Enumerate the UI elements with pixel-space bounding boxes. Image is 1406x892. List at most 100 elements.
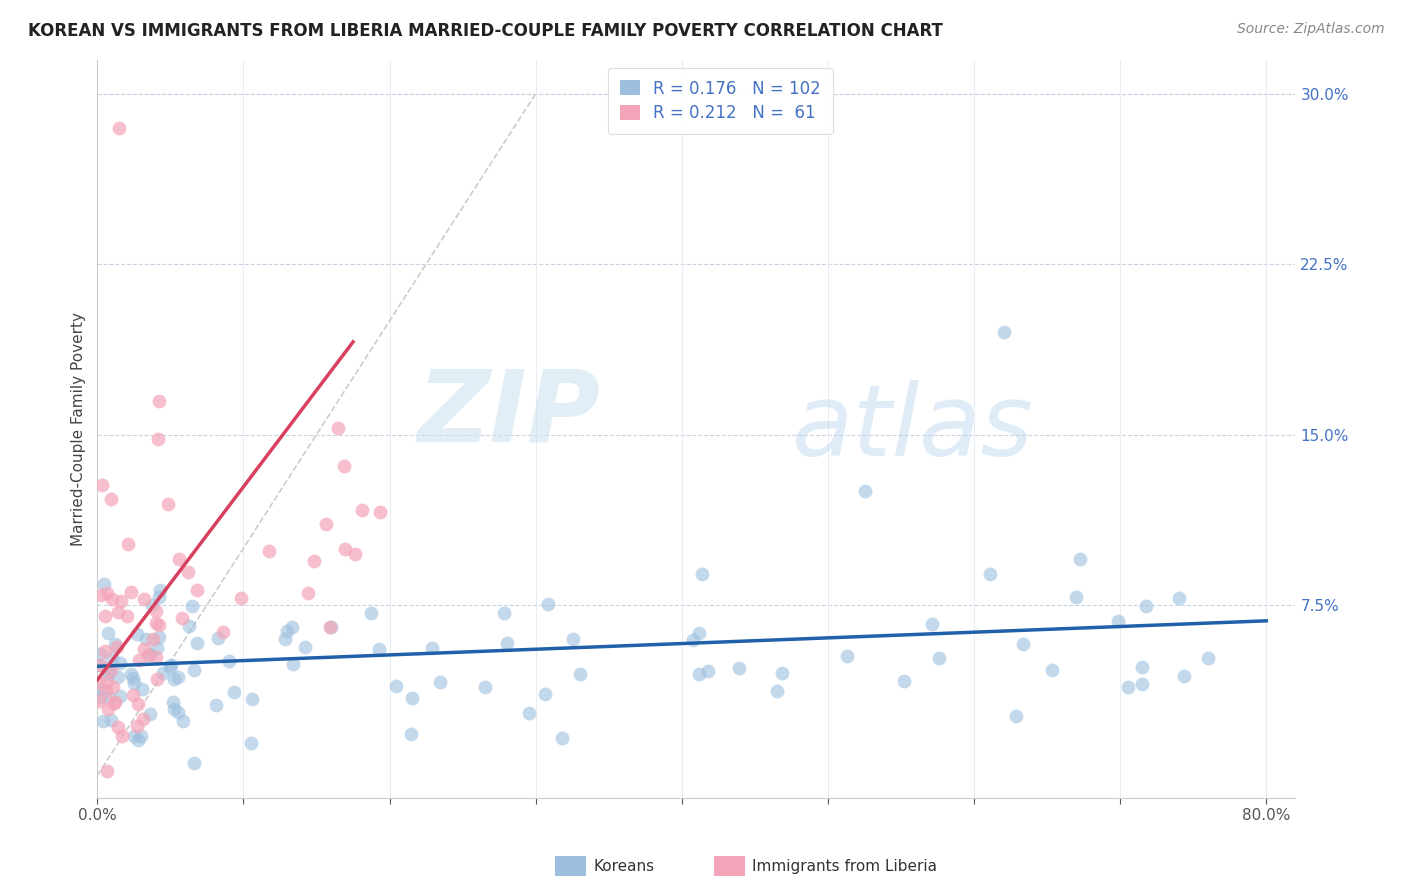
Point (177, 565, 200, 579)
Point (315, 516, 337, 531)
Point (96, 586, 118, 600)
Point (368, 641, 391, 656)
Point (87, 694, 110, 708)
Point (333, 459, 356, 474)
Point (131, 682, 153, 697)
Point (319, 620, 342, 634)
Point (180, 599, 202, 614)
Point (159, 660, 181, 674)
Point (125, 627, 148, 641)
Point (517, 706, 540, 720)
Point (132, 591, 155, 606)
Text: ZIP: ZIP (418, 366, 600, 463)
Point (536, 597, 558, 611)
Point (89, 657, 111, 672)
Point (160, 658, 183, 673)
Point (166, 670, 188, 684)
Point (259, 544, 281, 558)
Point (148, 630, 170, 644)
Point (294, 640, 316, 655)
Point (91, 714, 114, 728)
Point (122, 688, 145, 702)
Point (104, 637, 127, 651)
Point (152, 666, 174, 681)
Point (921, 617, 943, 632)
Point (90, 588, 112, 602)
Point (94, 683, 117, 698)
Text: KOREAN VS IMMIGRANTS FROM LIBERIA MARRIED-COUPLE FAMILY POVERTY CORRELATION CHAR: KOREAN VS IMMIGRANTS FROM LIBERIA MARRIE… (28, 22, 943, 40)
Point (157, 497, 180, 511)
Point (107, 720, 129, 734)
Point (993, 325, 1015, 339)
Point (1005, 708, 1028, 723)
Point (132, 712, 155, 726)
Point (110, 594, 132, 608)
Point (105, 640, 128, 654)
Point (682, 633, 704, 648)
Point (1130, 677, 1153, 691)
Point (496, 636, 519, 650)
Point (765, 684, 787, 698)
Point (145, 604, 167, 618)
Point (125, 718, 148, 732)
Point (281, 620, 304, 634)
Point (728, 661, 751, 675)
Point (568, 667, 591, 681)
Point (91, 478, 114, 492)
Point (100, 663, 122, 677)
Point (162, 695, 184, 709)
Point (172, 714, 194, 728)
Point (368, 505, 391, 519)
Point (149, 582, 172, 597)
Text: Immigrants from Liberia: Immigrants from Liberia (752, 859, 938, 873)
Point (326, 421, 349, 435)
Point (111, 729, 134, 743)
Point (101, 680, 124, 694)
Point (205, 698, 228, 712)
Point (1135, 599, 1157, 613)
Point (107, 670, 129, 684)
Point (344, 547, 367, 561)
Point (163, 702, 186, 716)
Point (100, 713, 122, 727)
Point (1198, 651, 1220, 665)
Point (96, 675, 118, 690)
Text: Source: ZipAtlas.com: Source: ZipAtlas.com (1237, 22, 1385, 37)
Text: atlas: atlas (792, 380, 1033, 477)
Point (148, 590, 170, 604)
Point (276, 624, 298, 639)
Point (146, 640, 169, 655)
Point (132, 642, 155, 657)
Point (110, 689, 132, 703)
Point (139, 647, 162, 661)
Point (494, 607, 516, 621)
Point (224, 684, 246, 698)
Point (231, 591, 253, 605)
Point (89, 682, 111, 697)
Point (122, 676, 145, 690)
Point (139, 706, 162, 721)
Point (274, 632, 297, 646)
Point (688, 626, 710, 640)
Point (399, 727, 422, 741)
Point (89, 648, 111, 662)
Point (89, 658, 111, 673)
Point (103, 696, 125, 710)
Point (429, 675, 451, 690)
Point (696, 665, 718, 679)
Point (146, 672, 169, 686)
Point (100, 492, 122, 507)
Point (97, 625, 120, 640)
Point (101, 651, 124, 665)
Point (1118, 680, 1140, 694)
Point (93, 577, 115, 591)
Point (167, 552, 190, 566)
Point (770, 666, 793, 681)
Point (87, 676, 110, 690)
Point (127, 697, 149, 711)
Point (128, 653, 150, 667)
Point (172, 611, 194, 625)
Point (281, 657, 304, 671)
Point (1167, 591, 1189, 605)
Point (101, 591, 124, 606)
